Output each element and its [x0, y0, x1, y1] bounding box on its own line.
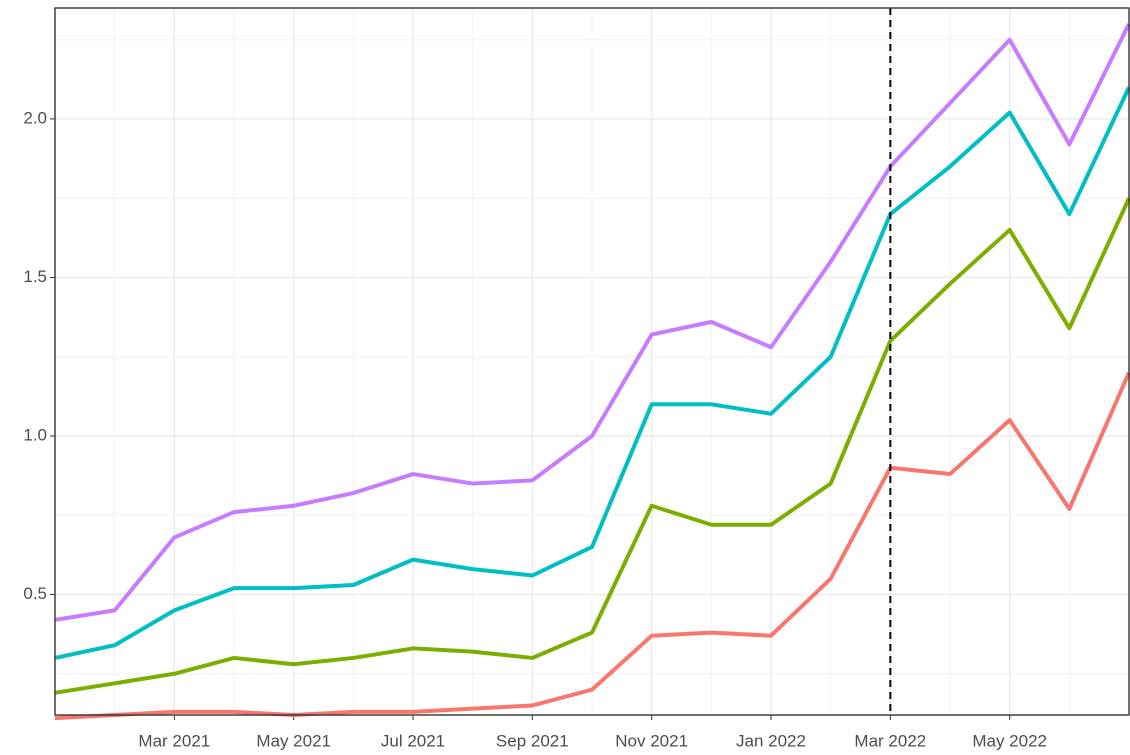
x-tick-label: Sep 2021: [496, 731, 569, 750]
series-line: [54, 197, 1130, 695]
x-tick-label: May 2021: [256, 731, 331, 750]
series-line: [54, 22, 1130, 622]
series-line: [54, 86, 1130, 660]
x-tick-label: Jul 2021: [381, 731, 445, 750]
y-tick-label: 0.5: [23, 584, 47, 603]
x-tick-label: Jan 2022: [736, 731, 806, 750]
y-tick-label: 2.0: [23, 108, 47, 127]
x-tick-label: Mar 2021: [138, 731, 210, 750]
y-tick-label: 1.5: [23, 267, 47, 286]
series-line: [54, 371, 1130, 721]
plot-border: [54, 7, 1130, 716]
x-tick-label: May 2022: [972, 731, 1047, 750]
x-tick-label: Nov 2021: [615, 731, 688, 750]
x-tick-label: Mar 2022: [854, 731, 926, 750]
y-tick-label: 1.0: [23, 425, 47, 444]
